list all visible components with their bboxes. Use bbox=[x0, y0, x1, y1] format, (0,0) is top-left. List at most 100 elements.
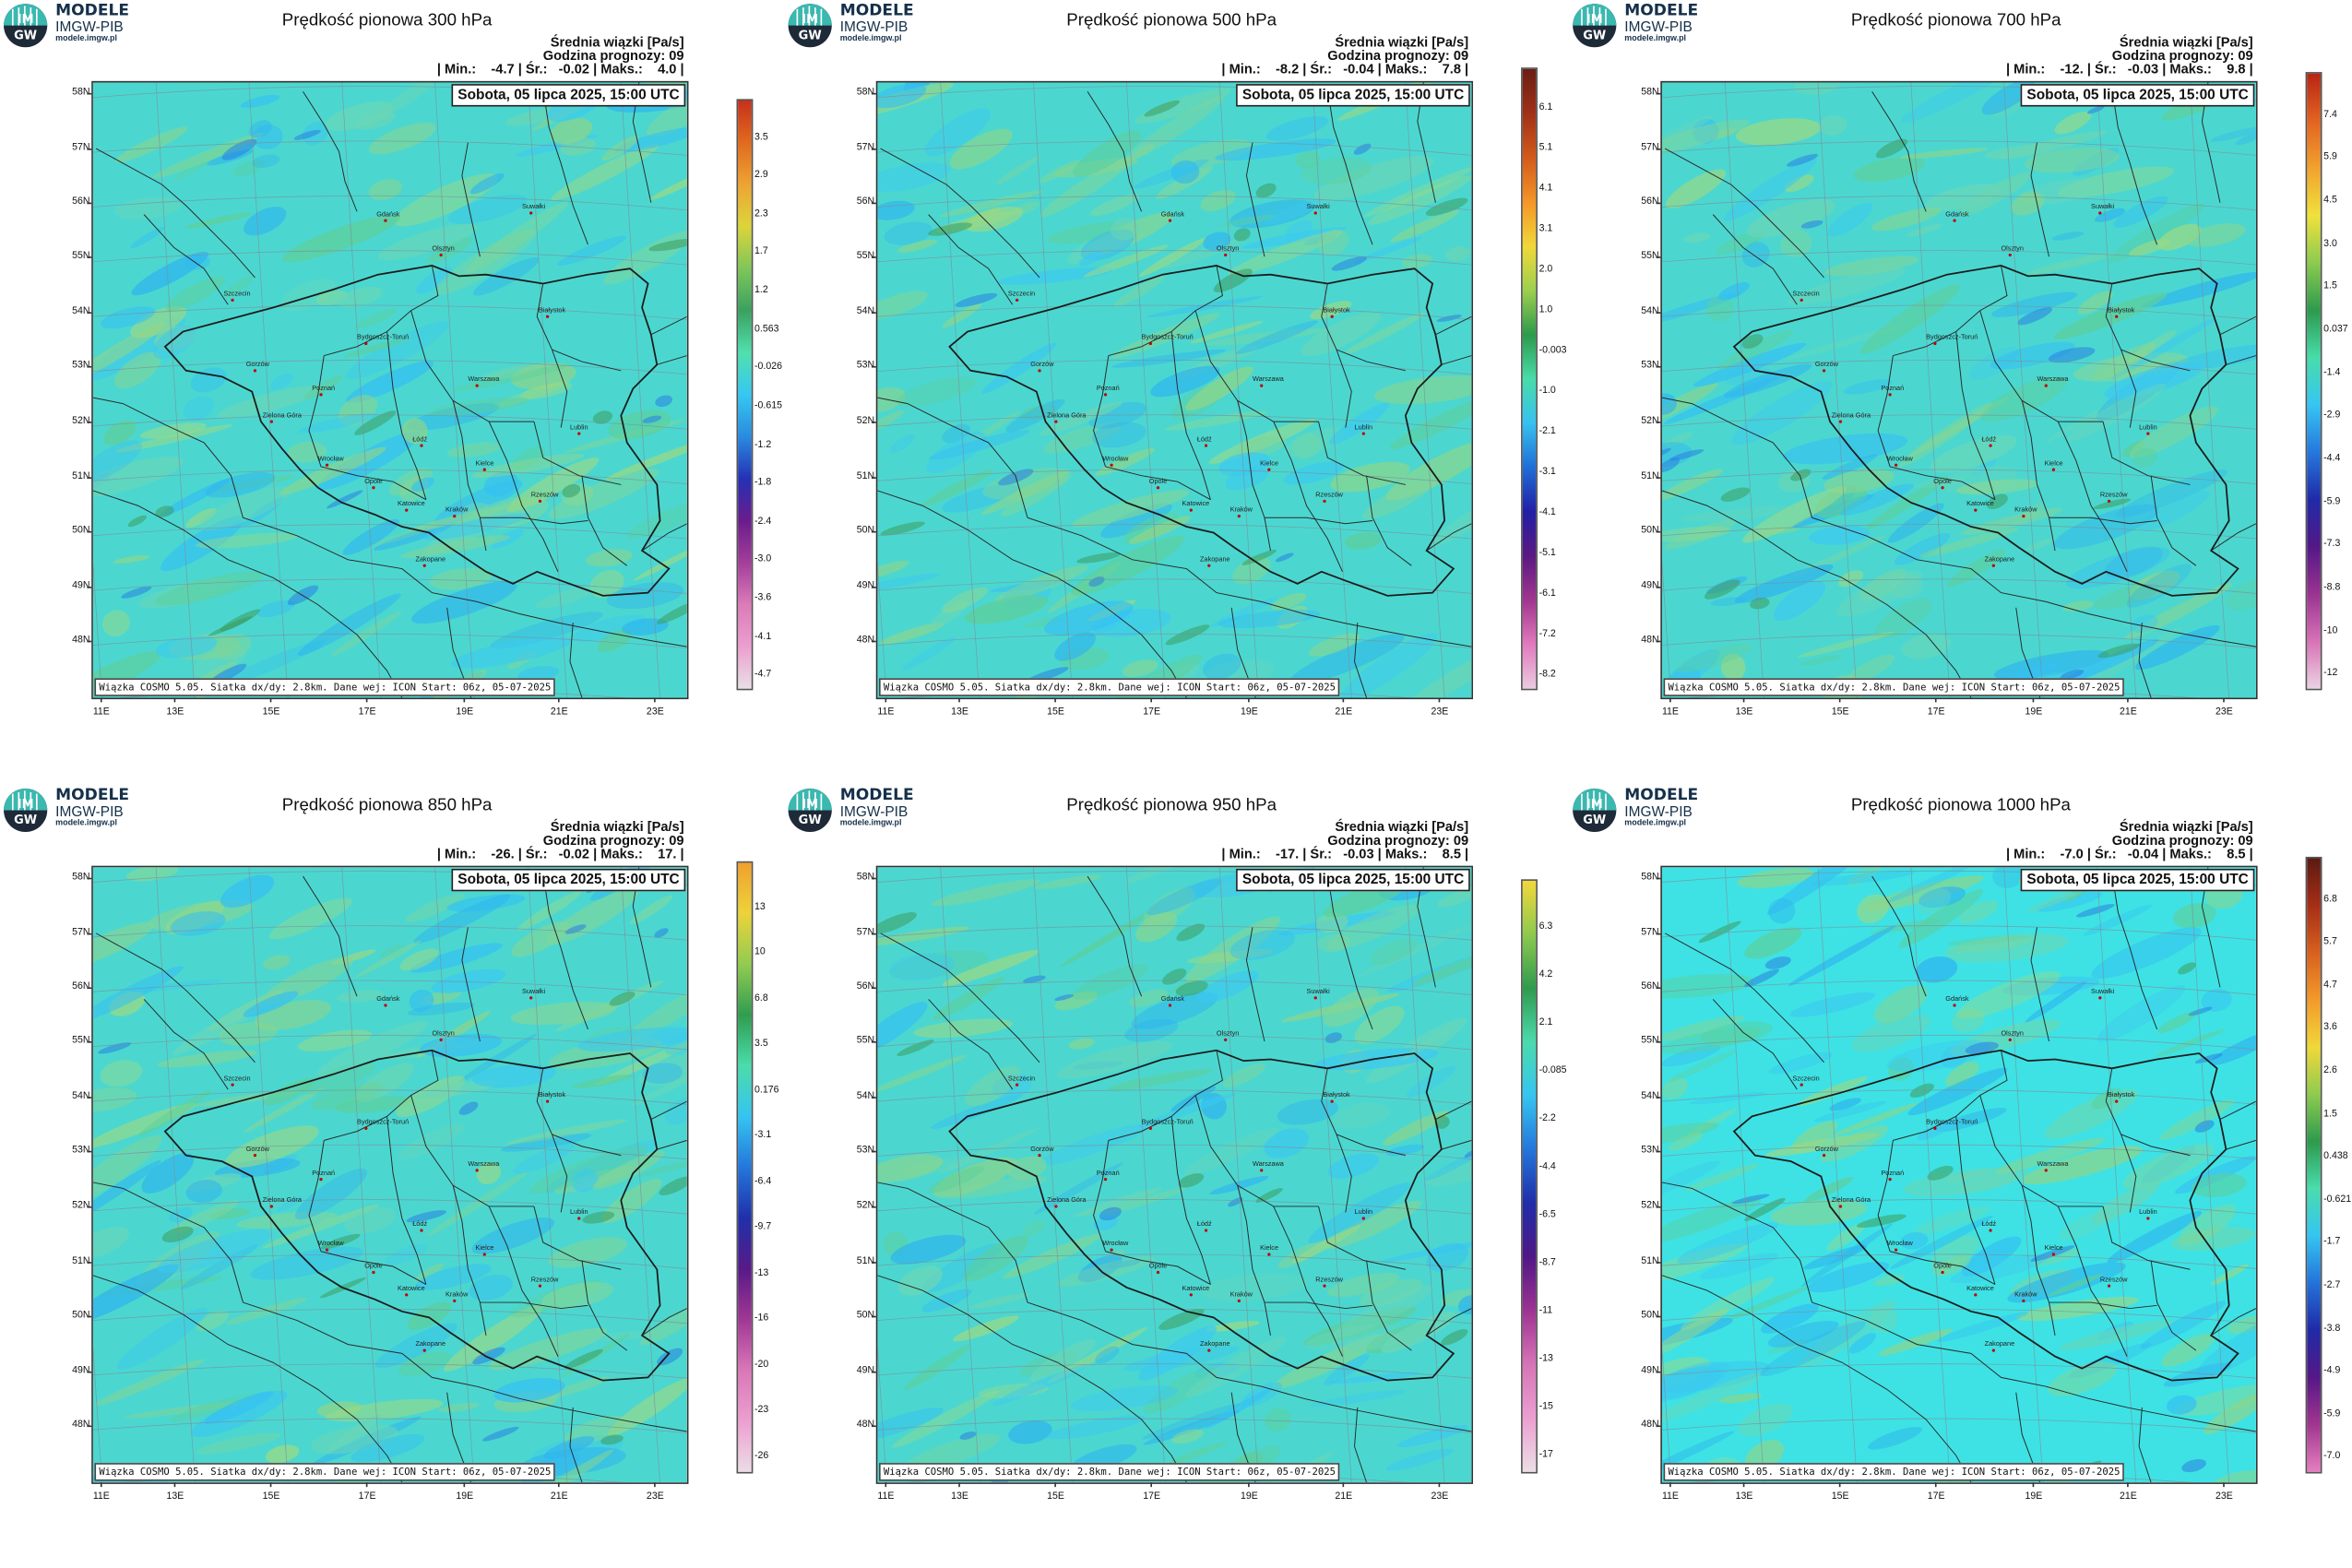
lon-label: 11E bbox=[92, 1491, 110, 1503]
colorbar-label: -9.7 bbox=[754, 1221, 772, 1232]
colorbar-label: 1.5 bbox=[2323, 1108, 2337, 1119]
city-label: Gorzów bbox=[1814, 360, 1839, 368]
colorbar-label: -3.0 bbox=[754, 554, 772, 565]
lat-tick bbox=[871, 422, 876, 423]
lat-label: 54N bbox=[72, 305, 90, 317]
lat-tick bbox=[87, 365, 92, 368]
brand-line2: IMGW-PIB bbox=[1624, 803, 1693, 821]
city-label: Szczecin bbox=[1007, 289, 1036, 298]
map-panel: IM GW MODELE IMGW-PIB modele.imgw.pl Prędkość… bbox=[0, 0, 783, 783]
panel-title: Prędkość pionowa 300 hPa bbox=[281, 12, 493, 30]
lon-tick bbox=[2032, 1482, 2035, 1488]
colorbar-label: 5.7 bbox=[2323, 936, 2337, 947]
lon-label: 21E bbox=[550, 1491, 568, 1503]
brand-text: MODELE IMGW-PIB modele.imgw.pl bbox=[55, 788, 129, 829]
stats-line: | Min.: -12. | Śr.: -0.03 | Maks.: 9.8 | bbox=[2005, 61, 2253, 77]
lon-tick bbox=[1248, 697, 1250, 703]
colorbar-label: -4.4 bbox=[1538, 1161, 1556, 1172]
lat-tick bbox=[87, 1040, 92, 1043]
lat-tick bbox=[1656, 1206, 1661, 1208]
colorbar-label: -2.1 bbox=[1538, 425, 1556, 437]
lat-tick bbox=[871, 530, 876, 533]
city-label: Opole bbox=[364, 477, 383, 485]
valid-time: Sobota, 05 lipca 2025, 15:00 UTC bbox=[451, 84, 686, 107]
city-label: Warszawa bbox=[468, 1159, 500, 1168]
lon-tick bbox=[1669, 1482, 1671, 1488]
lat-tick bbox=[871, 1097, 876, 1099]
city-label: Kraków bbox=[1229, 505, 1253, 514]
lon-label: 11E bbox=[1661, 1491, 1679, 1503]
svg-text:IM: IM bbox=[802, 13, 818, 27]
brand-line1: MODELE bbox=[55, 786, 130, 804]
city-label: Gdańsk bbox=[1945, 209, 1969, 218]
colorbar-label: 2.0 bbox=[1538, 264, 1553, 275]
colorbar-label: -13 bbox=[1538, 1353, 1553, 1365]
lon-label: 21E bbox=[2119, 707, 2137, 718]
city-label: Suwałki bbox=[521, 202, 546, 210]
lon-label: 17E bbox=[1927, 1491, 1945, 1503]
colorbar-label: -15 bbox=[1538, 1401, 1553, 1413]
brand-text: MODELE IMGW-PIB modele.imgw.pl bbox=[1624, 3, 1698, 44]
brand-url: modele.imgw.pl bbox=[839, 819, 902, 828]
lon-tick bbox=[557, 697, 560, 703]
stats-line: | Min.: -17. | Śr.: -0.03 | Maks.: 8.5 | bbox=[1221, 846, 1469, 861]
lat-tick bbox=[1656, 987, 1661, 990]
lon-tick bbox=[2032, 697, 2035, 703]
lat-label: 57N bbox=[1641, 142, 1659, 153]
colorbar bbox=[1521, 879, 1538, 1474]
forecast-hour: Godzina prognozy: 09 bbox=[542, 832, 684, 849]
imgw-logo: IM GW bbox=[3, 3, 48, 48]
brand-url: modele.imgw.pl bbox=[1624, 819, 1687, 828]
brand-text: MODELE IMGW-PIB modele.imgw.pl bbox=[840, 788, 914, 829]
colorbar-label: -3.1 bbox=[1538, 466, 1556, 478]
lat-tick bbox=[87, 1097, 92, 1099]
city-label: Opole bbox=[1933, 1262, 1952, 1270]
colorbar-label: -3.8 bbox=[2323, 1323, 2341, 1334]
lon-tick bbox=[365, 697, 368, 703]
lon-tick bbox=[1054, 697, 1056, 703]
map-area: Gdańsk Suwałki Olsztyn Szczecin Bydgoszcz-To… bbox=[875, 865, 1474, 1484]
wind-field-svg bbox=[1661, 867, 2256, 1483]
svg-text:GW: GW bbox=[1583, 814, 1606, 827]
lat-tick bbox=[1656, 477, 1661, 479]
city-label: Warszawa bbox=[1252, 1159, 1284, 1168]
subtitle-units: Średnia wiązki [Pa/s] bbox=[2119, 34, 2253, 50]
colorbar-label: 3.5 bbox=[754, 1038, 768, 1050]
city-label: Katowice bbox=[1966, 1284, 1994, 1292]
lon-label: 13E bbox=[951, 707, 968, 718]
lat-label: 50N bbox=[856, 1310, 875, 1321]
city-label: Poznań bbox=[1096, 384, 1120, 392]
colorbar-label: -26 bbox=[754, 1450, 769, 1462]
lat-label: 58N bbox=[1641, 872, 1659, 883]
colorbar-label: 4.5 bbox=[2323, 195, 2337, 206]
lat-tick bbox=[1656, 1371, 1661, 1373]
lat-tick bbox=[1656, 1150, 1661, 1153]
lon-tick bbox=[2223, 1482, 2225, 1488]
colorbar-label: 7.4 bbox=[2323, 109, 2337, 120]
lon-tick bbox=[958, 1482, 960, 1488]
lat-tick bbox=[1656, 1097, 1661, 1099]
city-label: Olsztyn bbox=[432, 1028, 455, 1038]
city-label: Katowice bbox=[1966, 499, 1994, 507]
lat-tick bbox=[87, 530, 92, 533]
lat-label: 56N bbox=[856, 980, 875, 992]
lon-tick bbox=[885, 697, 887, 703]
lon-label: 21E bbox=[1335, 707, 1353, 718]
lon-tick bbox=[1150, 1482, 1152, 1488]
stats-line: | Min.: -8.2 | Śr.: -0.04 | Maks.: 7.8 | bbox=[1221, 61, 1469, 77]
colorbar-label: -4.4 bbox=[2323, 453, 2341, 464]
colorbar-label: 2.9 bbox=[754, 170, 768, 181]
lat-tick bbox=[1656, 1315, 1661, 1318]
brand-line2: IMGW-PIB bbox=[1624, 18, 1693, 36]
colorbar bbox=[2305, 856, 2322, 1474]
city-label: Katowice bbox=[397, 1284, 425, 1292]
city-label: Rzeszów bbox=[1315, 1275, 1343, 1283]
lat-label: 52N bbox=[1641, 415, 1659, 427]
lon-tick bbox=[654, 697, 656, 703]
lat-tick bbox=[871, 1206, 876, 1208]
city-label: Zakopane bbox=[1984, 1339, 2015, 1348]
wind-field-svg bbox=[877, 867, 1472, 1483]
colorbar-label: 3.1 bbox=[1538, 223, 1553, 234]
city-label: Zielona Góra bbox=[1047, 1195, 1087, 1204]
